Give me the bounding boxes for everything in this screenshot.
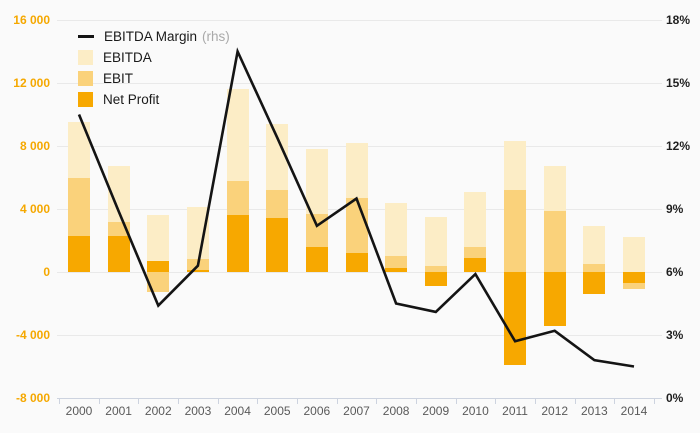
y-axis-label-right: 3%: [666, 328, 684, 342]
square-swatch-icon: [78, 92, 93, 107]
bar-ebit-2011: [504, 190, 527, 272]
line-swatch-icon: [78, 35, 94, 38]
x-axis-tick: [59, 398, 61, 404]
x-axis-label: 2003: [184, 404, 212, 418]
gridline: [57, 398, 662, 399]
x-axis-label: 2005: [263, 404, 291, 418]
y-axis-label-left: 8 000: [19, 139, 50, 153]
x-axis-label: 2000: [65, 404, 93, 418]
y-axis-label-left: 12 000: [13, 76, 50, 90]
x-axis-label: 2007: [343, 404, 370, 418]
y-axis-label-right: 0%: [666, 391, 684, 405]
x-axis-tick: [415, 398, 417, 404]
bar-ebitda-2014: [623, 236, 645, 272]
square-swatch-icon: [78, 71, 93, 86]
legend-label: Net Profit: [103, 92, 160, 107]
y-axis-label-left: 0: [43, 265, 50, 279]
legend-label-suffix: (rhs): [202, 29, 230, 44]
legend-item-ebit: EBIT: [78, 68, 230, 89]
y-axis-label-right: 9%: [666, 202, 684, 216]
y-axis-label-right: 12%: [666, 139, 691, 153]
x-axis-label: 2012: [541, 404, 569, 418]
y-axis-label-right: 15%: [666, 76, 691, 90]
bar-net-profit-2011: [504, 272, 527, 365]
square-swatch-icon: [78, 50, 93, 65]
y-axis-label-right: 6%: [666, 265, 684, 279]
bar-ebitda-2009: [424, 216, 447, 272]
x-axis-tick: [98, 398, 100, 404]
x-axis-tick: [138, 398, 140, 404]
bar-net-profit-2006: [305, 246, 328, 272]
legend-label: EBITDA Margin: [104, 29, 198, 44]
x-axis-tick: [336, 398, 338, 404]
bar-net-profit-2014: [623, 272, 645, 284]
x-axis-tick: [653, 398, 655, 404]
bar-net-profit-2010: [464, 257, 487, 272]
x-axis-tick: [495, 398, 497, 404]
bar-net-profit-2007: [345, 253, 368, 272]
bar-net-profit-2012: [543, 272, 566, 326]
bar-ebit-2013: [583, 264, 606, 272]
bar-net-profit-2008: [385, 268, 408, 272]
legend-item-ebitda: EBITDA: [78, 47, 230, 68]
bar-ebit-2012: [543, 210, 566, 272]
bar-ebit-2002: [147, 272, 170, 293]
x-axis-label: 2010: [462, 404, 489, 418]
x-axis-tick: [574, 398, 576, 404]
x-axis-label: 2006: [303, 404, 331, 418]
y-axis-label-left: -4 000: [15, 328, 50, 342]
x-axis-tick: [614, 398, 616, 404]
legend-item-ebitda-margin: EBITDA Margin (rhs): [78, 26, 230, 47]
x-axis-tick: [297, 398, 299, 404]
legend-label: EBIT: [103, 71, 134, 86]
x-axis-label: 2008: [382, 404, 410, 418]
bar-net-profit-2002: [147, 260, 170, 272]
bar-net-profit-2001: [107, 235, 130, 272]
legend-item-net-profit: Net Profit: [78, 89, 230, 110]
x-axis-tick: [455, 398, 457, 404]
bar-net-profit-2004: [226, 215, 249, 272]
x-axis-label: 2014: [620, 404, 648, 418]
bar-net-profit-2003: [186, 269, 209, 272]
x-axis-label: 2009: [422, 404, 450, 418]
x-axis-tick: [534, 398, 536, 404]
x-axis-tick: [257, 398, 259, 404]
y-axis-label-left: 16 000: [13, 13, 50, 27]
gridline: [57, 335, 662, 336]
x-axis-label: 2011: [502, 404, 528, 418]
gridline: [57, 20, 662, 21]
legend-label: EBITDA: [103, 50, 152, 65]
bar-net-profit-2000: [68, 235, 90, 272]
x-axis-label: 2004: [224, 404, 251, 418]
x-axis-tick: [178, 398, 180, 404]
x-axis-label: 2013: [580, 404, 608, 418]
x-axis-label: 2001: [105, 404, 132, 418]
x-axis-tick: [217, 398, 219, 404]
bar-net-profit-2013: [583, 272, 606, 295]
bar-net-profit-2005: [266, 218, 289, 272]
x-axis-label: 2002: [144, 404, 172, 418]
bar-net-profit-2009: [424, 272, 447, 287]
y-axis-label-left: 4 000: [19, 202, 50, 216]
x-axis-tick: [376, 398, 378, 404]
y-axis-label-right: 18%: [666, 13, 691, 27]
y-axis-label-left: -8 000: [15, 391, 50, 405]
legend: EBITDA Margin (rhs) EBITDA EBIT Net Prof…: [78, 26, 230, 110]
